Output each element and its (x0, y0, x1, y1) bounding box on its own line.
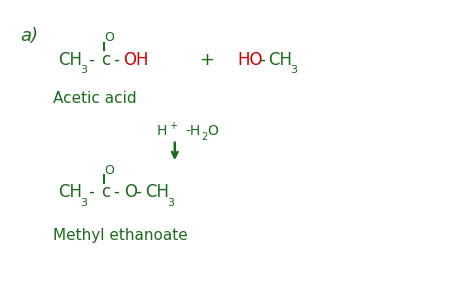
Text: 3: 3 (80, 65, 87, 75)
Text: 2: 2 (201, 132, 208, 142)
Text: O: O (104, 31, 114, 44)
Text: O: O (124, 183, 137, 201)
Text: -H: -H (185, 124, 201, 138)
Text: CH: CH (145, 183, 169, 201)
Text: c: c (101, 51, 110, 69)
Text: 3: 3 (167, 198, 174, 208)
Text: H: H (157, 124, 167, 138)
Text: HO: HO (237, 51, 263, 69)
Text: Acetic acid: Acetic acid (53, 91, 137, 106)
Text: CH: CH (58, 51, 82, 69)
Text: c: c (101, 183, 110, 201)
Text: OH: OH (123, 51, 148, 69)
Text: O: O (104, 164, 114, 177)
Text: -: - (114, 51, 119, 69)
Text: CH: CH (268, 51, 292, 69)
Text: O: O (207, 124, 218, 138)
Text: CH: CH (58, 183, 82, 201)
Text: +: + (169, 121, 177, 131)
Text: a): a) (20, 27, 38, 45)
Text: -: - (136, 183, 142, 201)
Text: +: + (199, 51, 214, 69)
Text: -: - (114, 183, 119, 201)
Text: 3: 3 (80, 198, 87, 208)
Text: -: - (89, 183, 94, 201)
Text: 3: 3 (290, 65, 297, 75)
Text: -: - (89, 51, 94, 69)
Text: -: - (260, 51, 265, 69)
Text: Methyl ethanoate: Methyl ethanoate (53, 228, 188, 243)
